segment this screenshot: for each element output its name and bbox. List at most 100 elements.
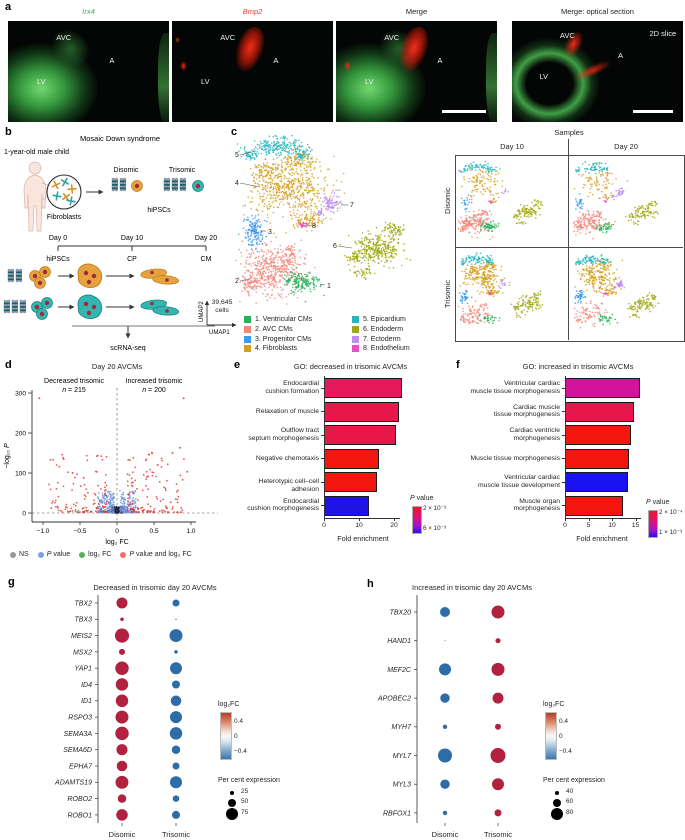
avc-label: AVC <box>384 33 400 43</box>
expression-dot <box>174 650 178 654</box>
go-decreased-xlabel: Fold enrichment <box>337 534 389 543</box>
avc-label: AVC <box>220 33 236 43</box>
log2fc-tick: 0 <box>559 733 563 740</box>
legend-dot-icon <box>79 551 86 558</box>
red-speck <box>344 61 352 72</box>
size-num: 80 <box>566 809 574 816</box>
volcano-legend-item: P value and log₂ FC <box>120 551 192 558</box>
micrograph-title-bmp2: Bmp2 <box>242 7 263 16</box>
expression-dot <box>116 744 128 756</box>
expression-dot <box>115 775 129 789</box>
atrium-label: A <box>273 56 279 66</box>
gene-label: MYL3 <box>393 782 411 789</box>
gene-label: TBX3 <box>74 617 92 624</box>
go-decreased-chart: Fold enrichment P value 2 × 10⁻³ 6 × 10⁻… <box>240 374 455 560</box>
fibroblasts-label: Fibroblasts <box>47 214 82 221</box>
expression-dot <box>172 762 180 770</box>
gene-label: SEMA6D <box>63 747 92 754</box>
cluster-color-swatch <box>352 345 359 353</box>
fibroblasts-magnifier-icon <box>46 174 82 210</box>
go-bar <box>324 472 378 492</box>
size-dot <box>553 799 561 807</box>
disomic-chromosomes-icon <box>111 177 143 192</box>
go-axis-tick: 0 <box>563 521 567 529</box>
scale-bar <box>633 109 673 113</box>
go-axis-tick: 20 <box>390 521 398 529</box>
day0-label: Day 0 <box>49 235 67 242</box>
expression-dot <box>116 597 128 609</box>
disomic-label: Disomic <box>114 167 139 174</box>
samples-col-day10: Day 10 <box>500 142 524 151</box>
expression-dot <box>170 695 182 707</box>
panel-b-letter: b <box>5 126 12 138</box>
cluster-color-swatch <box>244 345 251 353</box>
atrium-label: A <box>109 56 115 66</box>
go-category-label: Negative chemotaxis <box>255 454 319 462</box>
expression-dot <box>120 617 124 622</box>
go-bar <box>565 401 634 422</box>
condition-column-label: Trisomic <box>484 830 512 839</box>
expression-dot <box>442 810 448 816</box>
experiment-schematic: Mosaic Down syndrome 1-year-old male chi… <box>3 134 217 352</box>
cluster-legend-item: 4. Fibroblasts <box>244 345 297 353</box>
go-increased-xlabel: Fold enrichment <box>576 534 628 543</box>
size-num: 50 <box>241 798 249 805</box>
go-bar <box>324 425 397 445</box>
umap-points <box>458 252 544 325</box>
expression-dot <box>490 748 506 763</box>
atrium-label: A <box>437 56 443 66</box>
expression-dot <box>116 760 128 772</box>
samples-header-divider <box>568 139 569 155</box>
gene-label: MEIS2 <box>71 633 92 640</box>
volcano-legend-item: log₂ FC <box>79 551 111 558</box>
pvalue-top-label: 2 × 10⁻⁴ <box>659 509 683 516</box>
volcano-points <box>38 397 189 514</box>
go-category-label: Endocardial cushion morphogenesis <box>247 497 319 513</box>
red-speck <box>180 61 188 72</box>
subject-label: 1-year-old male child <box>4 149 69 156</box>
expression-dot <box>170 662 182 675</box>
pvalue-bottom-label: 6 × 10⁻³ <box>423 525 447 532</box>
trisomic-differentiation-row <box>3 294 180 320</box>
gene-label: APOBEC2 <box>377 696 411 703</box>
gene-label: RBFOX1 <box>383 810 411 817</box>
volcano-title: Day 20 AVCMs <box>91 362 143 371</box>
expression-dot <box>440 779 450 789</box>
trisomic-label: Trisomic <box>169 167 196 174</box>
log2fc-legend-title: log₂FC <box>218 701 240 708</box>
panel-f-letter: f <box>456 359 460 371</box>
cluster-color-swatch <box>352 325 359 333</box>
expression-dot <box>440 607 450 617</box>
expression-dot <box>491 662 505 676</box>
panel-a-letter: a <box>5 1 12 13</box>
log2fc-tick: 0.4 <box>559 718 569 725</box>
gene-label: RSPO3 <box>68 715 92 722</box>
condition-column-label: Disomic <box>109 830 136 839</box>
gene-label: ROBO1 <box>67 812 92 819</box>
pvalue-gradient-bar <box>412 506 422 534</box>
cluster-legend-label: 5. Epicardium <box>363 316 406 323</box>
umap-scatter: 5 4 3 2 1 7 8 6 <box>235 134 412 305</box>
go-bar <box>565 378 641 398</box>
go-category-label: Ventricular cardiac muscle tissue develop… <box>478 474 560 489</box>
umap-mini-trisomic-day10 <box>458 252 544 325</box>
go-category-label: Endocardial cushion formation <box>265 380 319 395</box>
pct-legend-title: Per cent expression <box>218 777 280 784</box>
panel-c-letter: c <box>231 126 238 138</box>
go-category-label: Muscle organ morphogenesis <box>513 497 560 513</box>
cluster-legend-item: 1. Ventricular CMs <box>244 316 312 323</box>
go-category-label: Ventricular cardiac muscle tissue morphog… <box>470 380 560 395</box>
cluster-number: 3 <box>268 229 272 236</box>
expression-dot <box>439 663 451 676</box>
umap-points <box>235 134 412 305</box>
go-decreased-title: GO: decreased in trisomic AVCMs <box>293 362 408 371</box>
expression-dot <box>115 726 129 741</box>
expression-dot <box>175 618 177 621</box>
slice-label: 2D slice <box>649 29 677 39</box>
umap-points <box>573 253 660 329</box>
expression-dot <box>491 605 505 619</box>
pct-legend-title: Per cent expression <box>543 777 605 784</box>
cluster-legend-item: 2. AVC CMs <box>244 325 293 333</box>
expression-dot <box>438 748 452 763</box>
lv-label: LV <box>364 76 374 86</box>
